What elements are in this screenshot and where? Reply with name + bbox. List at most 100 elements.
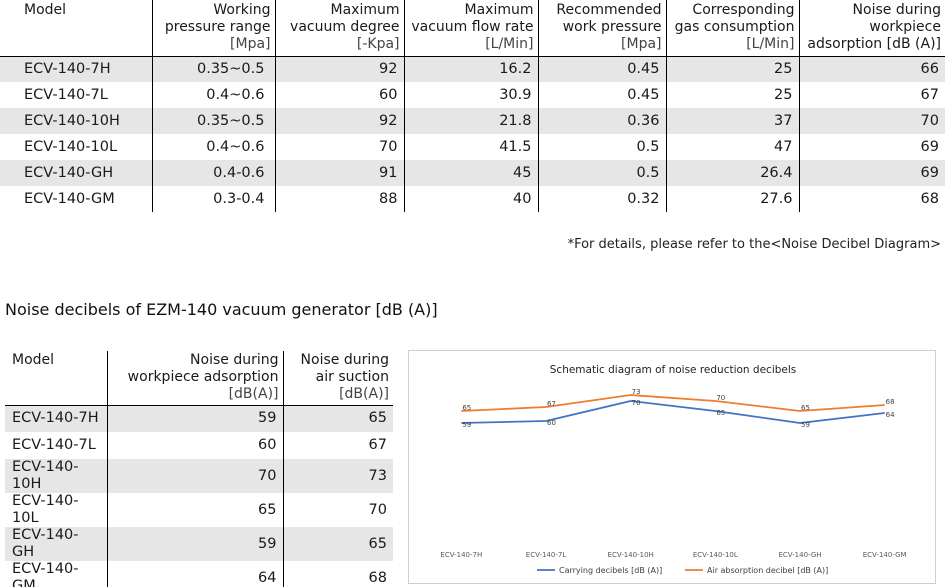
table-cell: 0.5 bbox=[537, 134, 666, 160]
table-cell: 60 bbox=[106, 432, 283, 459]
table-cell: 26.4 bbox=[665, 160, 799, 186]
data-label: 65 bbox=[716, 409, 725, 417]
section-title: Noise decibels of EZM-140 vacuum generat… bbox=[5, 300, 438, 319]
table-cell: 67 bbox=[798, 82, 945, 108]
model-cell: ECV-140-GH bbox=[5, 527, 107, 561]
table-cell: 16.2 bbox=[403, 56, 538, 82]
table-cell: 21.8 bbox=[403, 108, 538, 134]
table-cell: 66 bbox=[798, 56, 945, 82]
data-label: 65 bbox=[801, 404, 810, 412]
table-cell: 25 bbox=[665, 56, 799, 82]
chart-canvas: Schematic diagram of noise reduction dec… bbox=[440, 364, 907, 575]
specs-header-work-pressure: Recommended work pressure [Mpa] bbox=[537, 0, 666, 56]
legend-label: Air absorption decibel [dB (A)] bbox=[707, 566, 828, 575]
data-label: 67 bbox=[547, 400, 556, 408]
table-cell: 0.35~0.5 bbox=[151, 56, 275, 82]
noise-header-model: Model bbox=[12, 352, 55, 368]
data-label: 65 bbox=[462, 404, 471, 412]
data-label: 73 bbox=[632, 388, 641, 396]
model-cell: ECV-140-10L bbox=[24, 138, 118, 155]
table-row: ECV-140-10L 0.4~0.6 70 41.5 0.5 47 69 bbox=[0, 134, 945, 160]
table-cell: 0.45 bbox=[537, 82, 666, 108]
table-cell: 60 bbox=[274, 82, 404, 108]
model-cell: ECV-140-7L bbox=[12, 437, 96, 453]
table-cell: 91 bbox=[274, 160, 404, 186]
table-cell: 88 bbox=[274, 186, 404, 212]
x-tick-label: ECV-140-10H bbox=[608, 551, 654, 559]
table-row: ECV-140-7L 60 67 bbox=[5, 432, 393, 459]
data-label: 68 bbox=[886, 398, 895, 406]
series-line bbox=[461, 400, 885, 424]
table-row: ECV-140-10L 65 70 bbox=[5, 493, 393, 527]
table-cell: 0.32 bbox=[537, 186, 666, 212]
table-row: ECV-140-7H 0.35~0.5 92 16.2 0.45 25 66 bbox=[0, 56, 945, 82]
table-cell: 0.3-0.4 bbox=[151, 186, 275, 212]
x-tick-label: ECV-140-10L bbox=[693, 551, 738, 559]
series-line bbox=[461, 394, 885, 412]
table-cell: 65 bbox=[106, 493, 283, 527]
x-tick-label: ECV-140-7L bbox=[526, 551, 567, 559]
specs-header-row: Model Working pressure range [Mpa] Maxim… bbox=[0, 0, 945, 56]
table-cell: 73 bbox=[282, 459, 393, 493]
table-cell: 0.4-0.6 bbox=[151, 160, 275, 186]
table-row: ECV-140-GM 0.3-0.4 88 40 0.32 27.6 68 bbox=[0, 186, 945, 212]
table-row: ECV-140-GH 0.4-0.6 91 45 0.5 26.4 69 bbox=[0, 160, 945, 186]
model-cell: ECV-140-GH bbox=[0, 160, 152, 186]
table-cell: 41.5 bbox=[403, 134, 538, 160]
table-cell: 30.9 bbox=[403, 82, 538, 108]
x-tick-label: ECV-140-GM bbox=[863, 551, 907, 559]
specs-header-noise: Noise during workpiece adsorption [dB (A… bbox=[798, 0, 945, 56]
table-cell: 0.4~0.6 bbox=[151, 134, 275, 160]
data-label: 60 bbox=[547, 419, 556, 427]
specs-table: Model Working pressure range [Mpa] Maxim… bbox=[0, 0, 945, 212]
table-cell: 70 bbox=[798, 108, 945, 134]
table-cell: 37 bbox=[665, 108, 799, 134]
table-cell: 0.4~0.6 bbox=[151, 82, 275, 108]
chart-title: Schematic diagram of noise reduction dec… bbox=[550, 364, 797, 376]
table-row: ECV-140-7H 59 65 bbox=[5, 405, 393, 432]
data-label: 59 bbox=[801, 421, 810, 429]
table-cell: 0.5 bbox=[537, 160, 666, 186]
table-cell: 69 bbox=[798, 160, 945, 186]
table-row: ECV-140-7L 0.4~0.6 60 30.9 0.45 25 67 bbox=[0, 82, 945, 108]
data-label: 59 bbox=[462, 421, 471, 429]
x-tick-label: ECV-140-GH bbox=[778, 551, 821, 559]
specs-header-gas-consumption: Corresponding gas consumption [L/Min] bbox=[665, 0, 799, 56]
table-cell: 59 bbox=[106, 527, 283, 561]
model-cell: ECV-140-10L bbox=[12, 493, 79, 526]
table-cell: 70 bbox=[282, 493, 393, 527]
table-cell: 0.45 bbox=[537, 56, 666, 82]
noise-header-suction: Noise during air suction [dB(A)] bbox=[282, 351, 393, 405]
model-cell: ECV-140-GM bbox=[24, 190, 115, 207]
table-cell: 65 bbox=[282, 527, 393, 561]
data-label: 70 bbox=[632, 399, 641, 407]
model-cell: ECV-140-10H bbox=[0, 108, 152, 134]
legend-label: Carrying decibels [dB (A)] bbox=[559, 566, 662, 575]
x-tick-label: ECV-140-7H bbox=[440, 551, 482, 559]
table-cell: 25 bbox=[665, 82, 799, 108]
table-cell: 92 bbox=[274, 56, 404, 82]
table-row: ECV-140-10H 70 73 bbox=[5, 459, 393, 493]
table-cell: 70 bbox=[274, 134, 404, 160]
table-row: ECV-140-10H 0.35~0.5 92 21.8 0.36 37 70 bbox=[0, 108, 945, 134]
noise-chart: Schematic diagram of noise reduction dec… bbox=[408, 350, 936, 584]
specs-header-model: Model bbox=[24, 2, 67, 18]
table-cell: 92 bbox=[274, 108, 404, 134]
table-cell: 45 bbox=[403, 160, 538, 186]
table-cell: 69 bbox=[798, 134, 945, 160]
data-label: 70 bbox=[716, 394, 725, 402]
table-cell: 40 bbox=[403, 186, 538, 212]
table-cell: 59 bbox=[106, 405, 283, 432]
table-cell: 65 bbox=[282, 405, 393, 432]
table-cell: 0.36 bbox=[537, 108, 666, 134]
table-row: ECV-140-GH 59 65 bbox=[5, 527, 393, 561]
table-cell: 0.35~0.5 bbox=[151, 108, 275, 134]
model-cell: ECV-140-7L bbox=[24, 86, 108, 103]
model-cell: ECV-140-GM bbox=[12, 561, 79, 587]
specs-header-vacuum-degree: Maximum vacuum degree [-Kpa] bbox=[274, 0, 404, 56]
details-note: *For details, please refer to the<Noise … bbox=[567, 237, 941, 252]
model-cell: ECV-140-7H bbox=[0, 56, 152, 82]
specs-header-flow-rate: Maximum vacuum flow rate [L/Min] bbox=[403, 0, 538, 56]
table-cell: 47 bbox=[665, 134, 799, 160]
table-cell: 67 bbox=[282, 432, 393, 459]
